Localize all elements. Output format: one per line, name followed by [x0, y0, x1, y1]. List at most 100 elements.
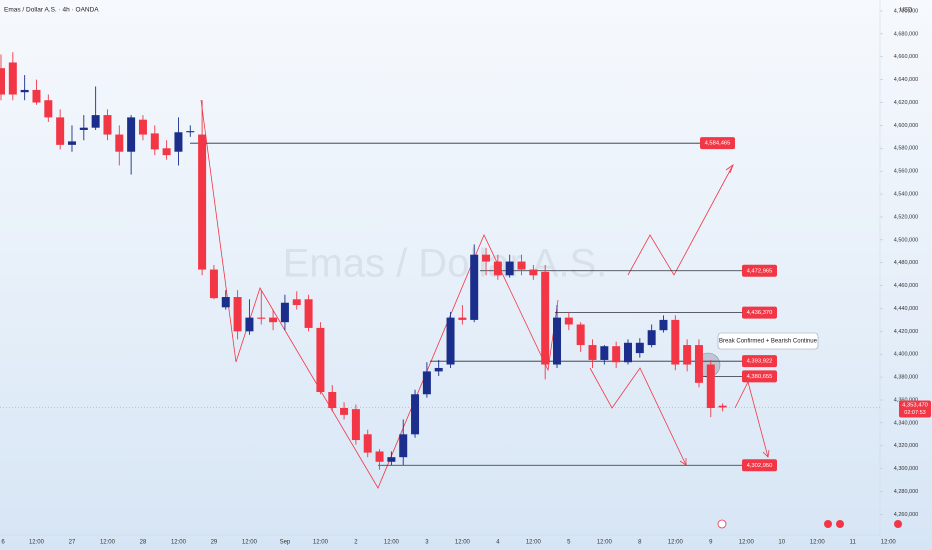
candle-body [671, 319, 680, 365]
drawing-lines [200, 99, 770, 489]
x-tick-label: 3 [425, 540, 429, 546]
y-tick-label: 4,520,000 [894, 214, 918, 220]
zigzag [200, 99, 559, 489]
level-tag [742, 370, 777, 383]
x-tick-label: 12:00 [384, 540, 400, 546]
candle-body [694, 345, 703, 383]
y-tick-label: 4,320,000 [894, 443, 918, 449]
candle-body [659, 319, 668, 331]
candle-body [623, 342, 632, 363]
x-tick-label: 12:00 [810, 540, 826, 546]
candle-body [79, 127, 88, 130]
candle-body [292, 299, 301, 306]
level-tag [742, 459, 777, 472]
y-tick-label: 4,400,000 [894, 352, 918, 358]
candle-body [269, 317, 278, 323]
candle-body [375, 451, 384, 462]
y-tick-label: 4,340,000 [894, 420, 918, 426]
x-tick-label: 10 [778, 540, 785, 546]
x-tick-label: 12:00 [242, 540, 258, 546]
candle-body [458, 317, 467, 320]
x-tick-label: 12:00 [668, 540, 684, 546]
candle-body [718, 405, 727, 408]
y-tick-label: 4,420,000 [894, 329, 918, 335]
projection-up [627, 164, 734, 276]
level-label: 4,302,950 [747, 463, 773, 469]
annotation-box [717, 332, 819, 350]
level-label: 4,393,922 [747, 359, 773, 365]
y-tick-label: 4,360,000 [894, 397, 918, 403]
y-tick-label: 4,480,000 [894, 260, 918, 266]
candle-body [564, 317, 573, 325]
annotation-text: Break Confirmed + Bearish Continue [719, 339, 818, 345]
candle-body [470, 254, 479, 320]
candle-body [600, 346, 609, 360]
level-label: 4,584,465 [705, 141, 731, 147]
candle-body [399, 434, 408, 458]
y-tick-label: 4,540,000 [894, 191, 918, 197]
candle-body [340, 408, 349, 415]
candle-body [493, 261, 502, 276]
candle-body [683, 345, 692, 365]
y-tick-label: 4,500,000 [894, 237, 918, 243]
y-tick-label: 4,700,000 [894, 8, 918, 14]
projection-down [589, 367, 687, 466]
arrow-head [762, 449, 770, 458]
candle-body [209, 269, 218, 299]
x-tick-label: 12:00 [881, 540, 897, 546]
candle-body [174, 132, 183, 152]
candle-body [363, 434, 372, 453]
candle-body [529, 269, 538, 276]
y-tick-label: 4,560,000 [894, 169, 918, 175]
x-tick-label: 12:00 [171, 540, 187, 546]
candle-body [517, 261, 526, 270]
event-icon [836, 520, 844, 528]
candle-body [304, 299, 313, 328]
y-tick-label: 4,380,000 [894, 375, 918, 381]
level-label: 4,436,370 [747, 310, 773, 316]
x-tick-label: 11 [850, 540, 857, 546]
candle-body [351, 409, 360, 441]
candle-body [32, 89, 41, 103]
candle-body [245, 317, 254, 332]
candle-body [541, 271, 550, 365]
y-tick-label: 4,580,000 [894, 146, 918, 152]
candle-body [482, 254, 491, 262]
candle-body [553, 317, 562, 365]
candle-body [162, 148, 171, 156]
x-tick-label: 8 [638, 540, 642, 546]
x-tick-label: 28 [140, 540, 147, 546]
candle-body [0, 68, 5, 95]
candle-body [186, 131, 195, 133]
last-price-label: 4,353,470 [902, 402, 928, 408]
candle-body [8, 62, 17, 95]
x-tick-label: 4 [496, 540, 500, 546]
candle-body [115, 134, 124, 152]
y-tick-label: 4,660,000 [894, 54, 918, 60]
candle-body [411, 394, 420, 435]
y-tick-label: 4,300,000 [894, 466, 918, 472]
projection-down-2 [734, 380, 769, 458]
event-icons [717, 519, 902, 529]
candle-body [422, 371, 431, 395]
candle-body [328, 391, 337, 409]
candle-body [91, 115, 100, 128]
chart-title: Emas / Dollar A.S. · 4h · OANDA [4, 7, 99, 14]
candle-body [103, 115, 112, 135]
candle-body [138, 119, 147, 135]
x-tick-label: 29 [211, 540, 218, 546]
x-tick-label: 12:00 [29, 540, 45, 546]
candle-body [576, 324, 585, 346]
y-tick-label: 4,440,000 [894, 306, 918, 312]
candle-body [588, 345, 597, 360]
candle-body [44, 100, 53, 118]
x-tick-label: Sep [280, 540, 291, 546]
x-tick-label: 6 [1, 540, 5, 546]
level-label: 4,472,965 [747, 268, 773, 274]
currency-label: USD [900, 8, 913, 14]
candle-body [280, 302, 289, 323]
watermark: Emas / Dollar A.S. [283, 242, 608, 286]
countdown-label: 02:07:53 [904, 410, 925, 416]
x-tick-label: 12:00 [313, 540, 329, 546]
